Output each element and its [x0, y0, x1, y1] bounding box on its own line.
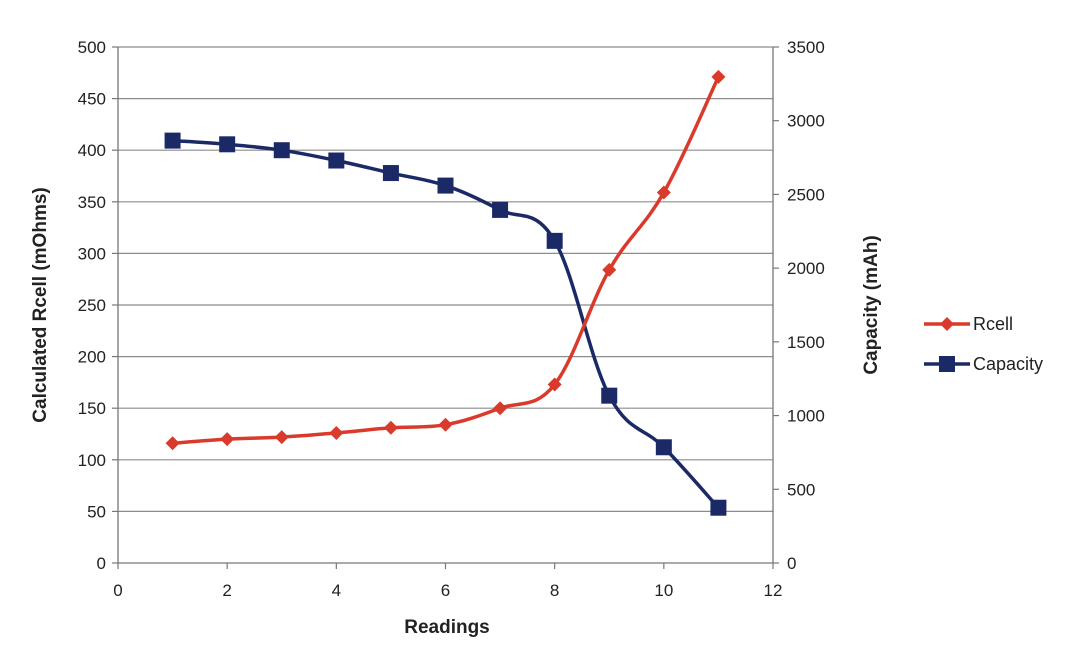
y-right-tick-label: 0: [787, 554, 796, 573]
x-tick-label: 2: [222, 581, 231, 600]
y-left-tick-labels: 0 50 100 150 200 250 300 350 400 450 500: [78, 38, 106, 573]
series-rcell: [165, 69, 726, 451]
data-point-rcell: [438, 417, 453, 432]
data-point-capacity: [655, 439, 672, 456]
y-left-tick-label: 50: [87, 502, 106, 521]
data-point-capacity: [492, 201, 509, 218]
legend-item-rcell: Rcell: [924, 314, 1013, 334]
y-left-tick-label: 300: [78, 244, 106, 263]
data-point-capacity: [219, 136, 236, 153]
x-axis-title: Readings: [404, 617, 490, 638]
gridlines: [118, 46, 773, 512]
data-point-rcell: [220, 432, 235, 447]
y-right-tick-label: 500: [787, 480, 815, 499]
y-left-tick-label: 250: [78, 296, 106, 315]
y-left-axis-title: Calculated Rcell (mOhms): [30, 187, 51, 422]
x-tick-label: 10: [654, 581, 673, 600]
legend-marker-rcell: [940, 317, 954, 331]
series-layer: [164, 69, 727, 516]
data-point-capacity: [546, 232, 563, 249]
series-capacity: [164, 132, 727, 516]
data-point-rcell: [165, 436, 180, 451]
y-left-tick-label: 200: [78, 348, 106, 367]
data-point-capacity: [710, 499, 727, 516]
y-right-tick-label: 1500: [787, 333, 825, 352]
data-point-rcell: [493, 401, 508, 416]
y-left-tick-label: 500: [78, 38, 106, 57]
y-right-tick-label: 2500: [787, 185, 825, 204]
data-point-capacity: [601, 387, 618, 404]
x-tick-label: 4: [332, 581, 341, 600]
legend: Rcell Capacity: [924, 314, 1043, 374]
x-tick-label: 12: [764, 581, 783, 600]
x-tick-label: 6: [441, 581, 450, 600]
y-left-tick-label: 350: [78, 193, 106, 212]
data-point-rcell: [329, 425, 344, 440]
data-point-rcell: [711, 69, 726, 84]
data-point-rcell: [547, 377, 562, 392]
axes: [112, 46, 779, 569]
data-point-capacity: [273, 142, 290, 159]
y-left-tick-label: 150: [78, 399, 106, 418]
y-right-axis-title: Capacity (mAh): [861, 235, 882, 374]
legend-marker-capacity: [939, 356, 955, 372]
data-point-capacity: [382, 165, 399, 182]
y-right-tick-label: 3000: [787, 112, 825, 131]
y-left-tick-label: 100: [78, 451, 106, 470]
x-tick-labels: 0 2 4 6 8 10 12: [113, 581, 782, 600]
legend-label-capacity: Capacity: [973, 354, 1043, 374]
data-point-rcell: [274, 430, 289, 445]
data-point-capacity: [328, 152, 345, 169]
data-point-capacity: [437, 177, 454, 194]
y-left-tick-label: 450: [78, 90, 106, 109]
y-right-tick-label: 3500: [787, 38, 825, 57]
y-left-tick-label: 400: [78, 141, 106, 160]
data-point-capacity: [164, 132, 181, 149]
data-point-rcell: [656, 185, 671, 200]
x-tick-label: 0: [113, 581, 122, 600]
legend-item-capacity: Capacity: [924, 354, 1043, 374]
x-tick-label: 8: [550, 581, 559, 600]
y-right-tick-label: 2000: [787, 259, 825, 278]
legend-label-rcell: Rcell: [973, 314, 1013, 334]
y-right-tick-label: 1000: [787, 407, 825, 426]
data-point-rcell: [602, 262, 617, 277]
y-left-tick-label: 0: [97, 554, 106, 573]
data-point-rcell: [383, 420, 398, 435]
y-right-tick-labels: 0 500 1000 1500 2000 2500 3000 3500: [787, 38, 825, 573]
